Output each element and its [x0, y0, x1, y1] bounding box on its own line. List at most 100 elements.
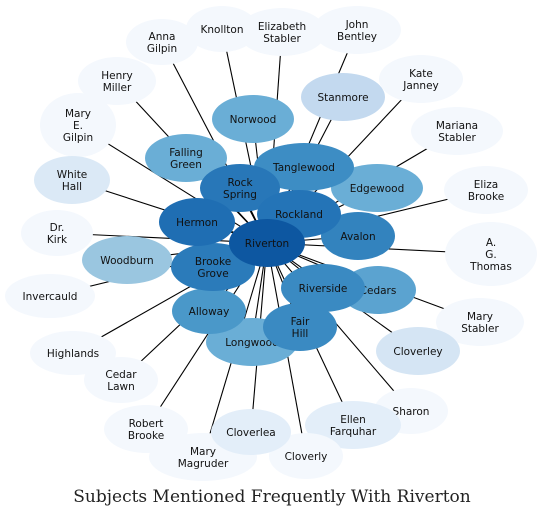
node-woodburn: Woodburn	[82, 236, 172, 284]
node-bubble-mariana-stabler	[411, 107, 503, 155]
node-label-cloverley: Cloverley	[393, 346, 442, 358]
node-label-hermon: Hermon	[176, 217, 218, 229]
node-label-alloway: Alloway	[189, 306, 230, 318]
node-label-robert-brooke: Robert	[129, 418, 164, 430]
node-label-john-bentley: John	[345, 19, 369, 31]
node-label-a-g-thomas: G.	[485, 249, 496, 261]
node-stanmore: Stanmore	[301, 73, 385, 121]
node-riverside: Riverside	[281, 264, 365, 312]
node-label-tanglewood: Tanglewood	[272, 162, 335, 174]
node-bubble-mary-stabler	[436, 298, 524, 346]
node-label-rockland: Rockland	[275, 209, 323, 221]
node-bubble-tanglewood	[254, 143, 354, 191]
node-norwood: Norwood	[212, 95, 294, 143]
node-bubble-cloverley	[376, 327, 460, 375]
node-bubble-brooke-grove	[171, 243, 255, 291]
node-bubble-ellen-farquhar	[305, 401, 401, 449]
node-bubble-riverton	[229, 219, 305, 267]
node-label-edgewood: Edgewood	[350, 183, 405, 195]
node-label-sharon: Sharon	[393, 406, 430, 418]
node-bubble-mary-e-gilpin	[40, 93, 116, 157]
node-label-avalon: Avalon	[340, 231, 375, 243]
node-label-norwood: Norwood	[230, 114, 277, 126]
node-label-ellen-farquhar: Ellen	[340, 414, 366, 426]
node-label-mary-e-gilpin: Mary	[65, 108, 91, 120]
node-label-a-g-thomas: A.	[486, 237, 496, 249]
node-bubble-norwood	[212, 95, 294, 143]
node-bubble-woodburn	[82, 236, 172, 284]
node-label-highlands: Highlands	[47, 348, 99, 360]
node-label-cedars: Cedars	[360, 285, 397, 297]
node-label-anna-gilpin: Anna	[149, 31, 176, 43]
node-label-cloverlea: Cloverlea	[226, 427, 275, 439]
node-bubble-cloverlea	[211, 409, 291, 455]
node-bubble-fair-hill	[263, 303, 337, 351]
node-label-kate-janney: Kate	[409, 68, 433, 80]
node-label-a-g-thomas: Thomas	[469, 261, 512, 273]
node-bubble-kate-janney	[379, 55, 463, 103]
node-cloverley: Cloverley	[376, 327, 460, 375]
node-bubble-edgewood	[331, 164, 423, 212]
node-label-mary-magruder: Mary	[190, 446, 216, 458]
node-a-g-thomas: A.G.Thomas	[445, 222, 537, 286]
node-bubble-a-g-thomas	[445, 222, 537, 286]
node-hermon: Hermon	[159, 198, 235, 246]
node-bubble-invercauld	[5, 274, 95, 318]
node-bubble-anna-gilpin	[126, 19, 198, 65]
node-invercauld: Invercauld	[5, 274, 95, 318]
node-bubble-cloverly-bottom	[269, 433, 343, 479]
node-bubble-white-hall	[34, 156, 110, 204]
node-label-woodburn: Woodburn	[100, 255, 153, 267]
node-label-elizabeth-stabler: Elizabeth	[258, 21, 306, 33]
node-label-kate-janney: Janney	[402, 80, 439, 92]
node-bubble-alloway	[172, 288, 246, 334]
node-riverton: Riverton	[229, 219, 305, 267]
node-label-henry-miller: Henry	[101, 70, 133, 82]
node-label-mariana-stabler: Stabler	[438, 132, 476, 144]
node-label-mary-stabler: Stabler	[461, 323, 499, 335]
edge-sharon	[266, 242, 412, 412]
node-label-rock-spring: Rock	[227, 177, 253, 189]
node-label-cedar-lawn: Lawn	[107, 381, 135, 393]
node-label-henry-miller: Miller	[103, 82, 132, 94]
node-bubble-john-bentley	[313, 6, 401, 54]
node-label-riverton: Riverton	[245, 238, 289, 250]
node-label-stanmore: Stanmore	[317, 92, 368, 104]
node-label-dr-kirk: Dr.	[50, 222, 65, 234]
node-bubble-knollton	[186, 6, 258, 52]
node-label-fair-hill: Hill	[292, 328, 309, 340]
node-label-eliza-brooke: Eliza	[474, 179, 498, 191]
node-label-dr-kirk: Kirk	[47, 234, 68, 246]
node-bubble-falling-green	[145, 134, 227, 182]
node-avalon: Avalon	[321, 212, 395, 260]
node-label-knollton: Knollton	[201, 24, 244, 36]
diagram-title: Subjects Mentioned Frequently With River…	[73, 487, 470, 507]
node-label-fair-hill: Fair	[291, 316, 310, 328]
node-bubble-avalon	[321, 212, 395, 260]
node-label-brooke-grove: Grove	[197, 268, 228, 280]
node-label-falling-green: Green	[170, 159, 202, 171]
node-knollton: Knollton	[186, 6, 258, 52]
node-label-cloverly-bottom: Cloverly	[285, 451, 328, 463]
node-label-white-hall: Hall	[62, 181, 82, 193]
node-label-mariana-stabler: Mariana	[436, 120, 478, 132]
node-bubble-rock-spring	[200, 164, 280, 212]
node-label-ellen-farquhar: Farquhar	[330, 426, 377, 438]
node-label-eliza-brooke: Brooke	[468, 191, 504, 203]
edge-mary-e-gilpin	[77, 124, 268, 244]
node-label-elizabeth-stabler: Stabler	[263, 33, 301, 45]
node-label-white-hall: White	[57, 169, 88, 181]
